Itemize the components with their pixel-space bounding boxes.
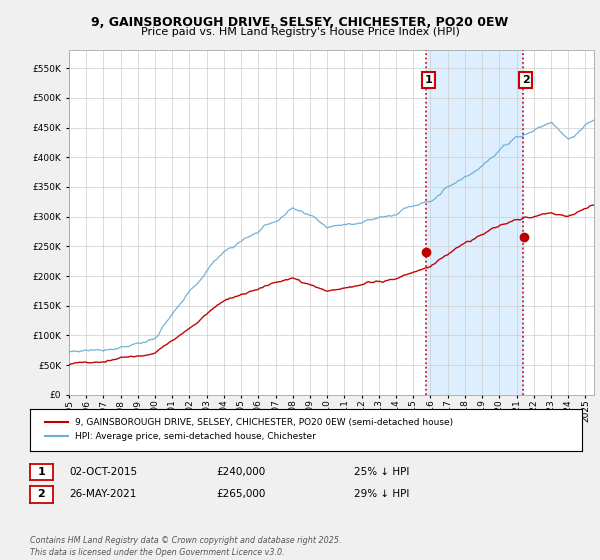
Text: Price paid vs. HM Land Registry's House Price Index (HPI): Price paid vs. HM Land Registry's House … bbox=[140, 27, 460, 37]
Text: 02-OCT-2015: 02-OCT-2015 bbox=[69, 466, 137, 477]
Text: 9, GAINSBOROUGH DRIVE, SELSEY, CHICHESTER, PO20 0EW: 9, GAINSBOROUGH DRIVE, SELSEY, CHICHESTE… bbox=[91, 16, 509, 29]
Text: £240,000: £240,000 bbox=[216, 466, 265, 477]
Legend: 9, GAINSBOROUGH DRIVE, SELSEY, CHICHESTER, PO20 0EW (semi-detached house), HPI: : 9, GAINSBOROUGH DRIVE, SELSEY, CHICHESTE… bbox=[40, 413, 459, 447]
Text: 2: 2 bbox=[38, 489, 45, 500]
Text: 1: 1 bbox=[425, 75, 433, 85]
Text: Contains HM Land Registry data © Crown copyright and database right 2025.
This d: Contains HM Land Registry data © Crown c… bbox=[30, 536, 341, 557]
Text: £265,000: £265,000 bbox=[216, 489, 265, 499]
Bar bbox=[426, 50, 523, 395]
Text: 26-MAY-2021: 26-MAY-2021 bbox=[69, 489, 136, 499]
Text: 29% ↓ HPI: 29% ↓ HPI bbox=[354, 489, 409, 499]
Text: 25% ↓ HPI: 25% ↓ HPI bbox=[354, 466, 409, 477]
Text: 1: 1 bbox=[38, 467, 45, 477]
Text: 2: 2 bbox=[522, 75, 530, 85]
